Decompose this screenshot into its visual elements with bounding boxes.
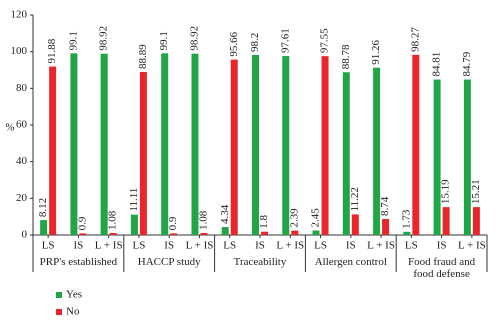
value-label: 91.26 (370, 39, 382, 64)
bar (191, 53, 199, 235)
value-label: 8.74 (379, 196, 391, 216)
y-tick-label: 100 (11, 45, 28, 57)
bar (373, 67, 381, 235)
x-tick-label: IS (437, 240, 447, 252)
x-tick-label: L + IS (95, 240, 123, 252)
bar (282, 56, 290, 235)
x-tick-label: L + IS (186, 240, 214, 252)
bar (139, 72, 147, 235)
bar (200, 233, 208, 235)
bar (291, 230, 299, 235)
value-label: 15.19 (440, 179, 452, 204)
x-tick-label: LS (42, 240, 55, 252)
y-tick-label: 120 (11, 9, 28, 21)
bar (412, 54, 420, 235)
value-label: 95.66 (228, 31, 240, 56)
bar (312, 230, 320, 235)
y-tick-label: 60 (16, 119, 28, 131)
bar (403, 231, 411, 235)
y-tick-label: 80 (16, 82, 28, 94)
bar (382, 218, 390, 235)
bar (342, 72, 350, 235)
value-label: 4.34 (219, 204, 231, 224)
x-tick-label: IS (74, 240, 84, 252)
group-label: Allergen control (314, 256, 387, 268)
x-tick-label: LS (223, 240, 236, 252)
bar (109, 233, 117, 235)
value-label: 88.78 (340, 44, 352, 69)
value-label: 91.88 (46, 38, 58, 63)
value-label: 1.73 (400, 209, 412, 229)
x-tick-label: L + IS (458, 240, 486, 252)
value-label: 97.61 (279, 28, 291, 53)
bar (433, 79, 441, 235)
value-label: 1.08 (107, 210, 119, 230)
value-label: 11.22 (349, 187, 361, 211)
bar (261, 231, 268, 235)
value-label: 1.08 (197, 210, 209, 230)
bar (230, 59, 238, 235)
y-tick-label: 20 (16, 192, 28, 204)
bar (170, 233, 178, 235)
bar (161, 53, 169, 235)
y-tick-label: 0 (22, 229, 28, 241)
value-label: 2.39 (288, 208, 300, 228)
bar (463, 79, 471, 235)
value-label: 99.1 (158, 31, 170, 50)
x-tick-label: IS (164, 240, 174, 252)
value-label: 0.9 (76, 216, 88, 230)
legend-swatch (56, 292, 62, 298)
bar (100, 53, 108, 235)
x-tick-label: IS (346, 240, 356, 252)
group-label: Traceability (233, 256, 287, 268)
value-label: 99.1 (67, 31, 79, 50)
bar (252, 54, 259, 235)
bar (79, 233, 87, 235)
bar (40, 220, 48, 235)
x-tick-label: LS (133, 240, 146, 252)
bar (472, 207, 480, 235)
value-label: 98.2 (249, 33, 261, 52)
x-tick-label: L + IS (276, 240, 304, 252)
value-label: 98.92 (98, 26, 110, 51)
bar (321, 56, 329, 236)
group-label: PRP's established (39, 256, 118, 268)
value-label: 88.89 (137, 44, 149, 69)
x-tick-label: IS (255, 240, 265, 252)
value-label: 84.81 (431, 52, 443, 77)
value-label: 98.92 (188, 26, 200, 51)
value-label: 15.21 (470, 179, 482, 204)
bar (442, 207, 450, 235)
bar (221, 227, 229, 235)
value-label: 8.12 (37, 198, 49, 217)
value-label: 84.79 (461, 51, 473, 76)
y-tick-label: 40 (16, 155, 28, 167)
bar (351, 214, 359, 235)
legend-swatch (56, 309, 62, 315)
x-tick-label: LS (405, 240, 418, 252)
bar (49, 66, 57, 235)
value-label: 1.8 (258, 214, 270, 228)
legend-label: No (66, 306, 80, 318)
value-label: 97.55 (319, 28, 331, 53)
x-tick-label: LS (314, 240, 327, 252)
bar (70, 53, 78, 235)
bar (130, 214, 138, 235)
group-label: HACCP study (137, 256, 201, 268)
value-label: 0.9 (167, 216, 179, 230)
value-label: 11.11 (128, 188, 140, 212)
value-label: 98.27 (409, 27, 421, 52)
value-label: 2.45 (310, 208, 322, 228)
x-tick-label: L + IS (367, 240, 395, 252)
group-label: Food fraud and food defense (407, 256, 476, 280)
y-axis-label: % (5, 122, 14, 134)
legend-label: Yes (66, 289, 82, 301)
